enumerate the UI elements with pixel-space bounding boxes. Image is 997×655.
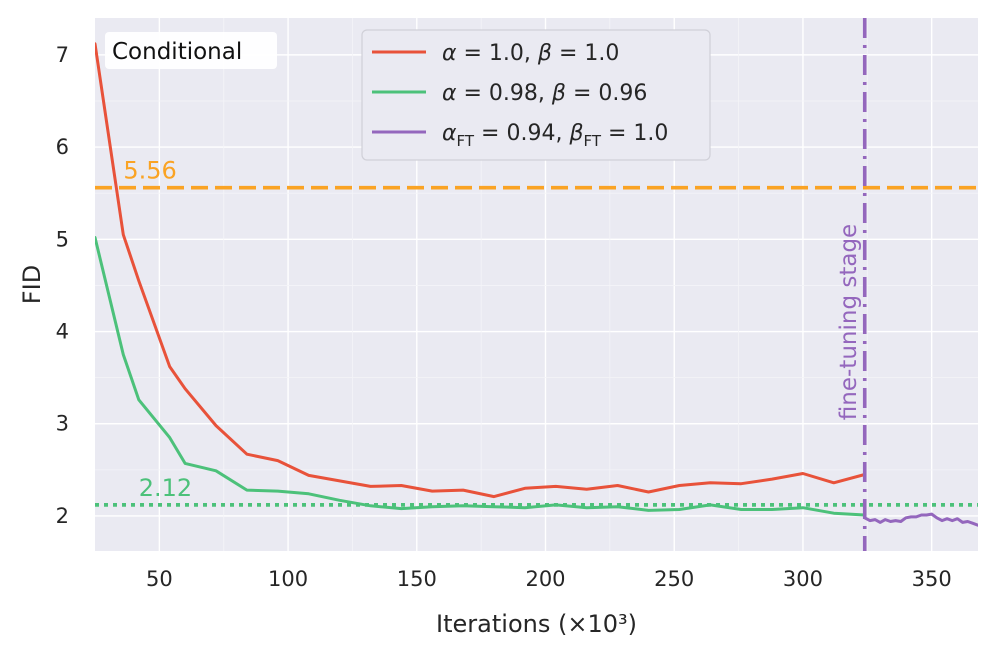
x-tick-label: 50 xyxy=(146,567,173,591)
plot-data xyxy=(95,42,978,527)
y-tick-label: 5 xyxy=(56,227,69,251)
panel-label-box xyxy=(105,32,277,69)
x-tick-label: 100 xyxy=(268,567,308,591)
y-axis-title: FID xyxy=(18,265,46,304)
x-axis-title: Iterations (×10³) xyxy=(436,610,637,638)
series-line xyxy=(95,42,867,499)
legend: α = 1.0, β = 1.0 α = 0.98, β = 0.96 αFT = … xyxy=(361,29,711,161)
legend-label: α = 1.0, β = 1.0 xyxy=(442,41,619,66)
panel-label: Conditional xyxy=(105,32,277,69)
x-tick-label: 200 xyxy=(525,567,565,591)
y-tick-label: 6 xyxy=(56,135,69,159)
panel-label-text: Conditional xyxy=(112,39,242,65)
series-line xyxy=(863,512,978,527)
y-tick-label: 7 xyxy=(56,43,69,67)
reference-line-label: 2.12 xyxy=(139,474,192,502)
legend-label: α = 0.98, β = 0.96 xyxy=(442,81,647,106)
y-tick-label: 3 xyxy=(56,412,69,436)
legend-label: αFT = 0.94, βFT = 1.0 xyxy=(442,121,668,150)
fine-tuning-label: fine-tuning stage xyxy=(836,224,862,420)
x-tick-label: 150 xyxy=(397,567,437,591)
y-tick-label: 4 xyxy=(56,320,69,344)
series-line xyxy=(95,236,867,517)
x-tick-label: 300 xyxy=(783,567,823,591)
y-tick-label: 2 xyxy=(56,504,69,528)
x-tick-label: 250 xyxy=(654,567,694,591)
x-tick-label: 350 xyxy=(912,567,952,591)
reference-line-label: 5.56 xyxy=(123,157,176,185)
legend-box xyxy=(361,29,711,161)
